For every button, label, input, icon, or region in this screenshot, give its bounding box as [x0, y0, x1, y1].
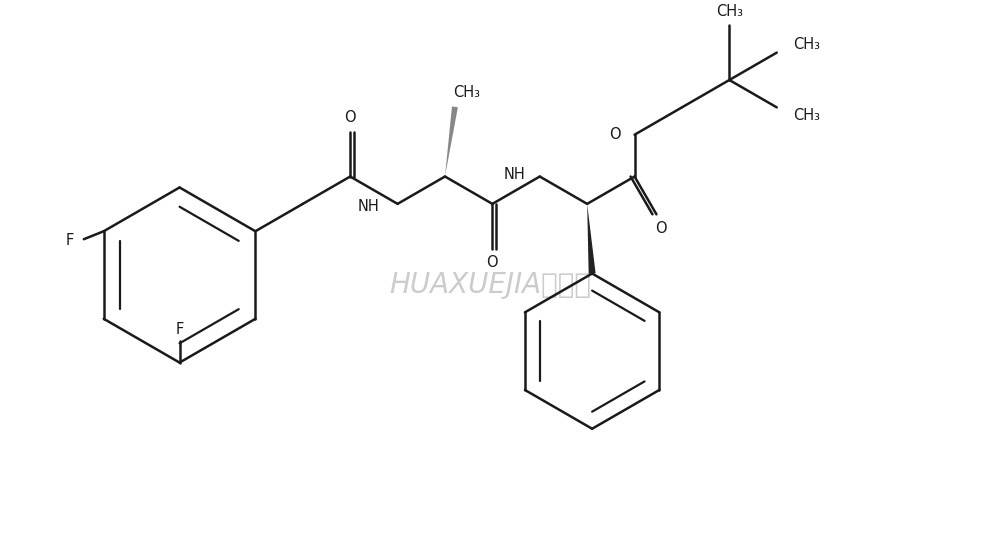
- Text: CH₃: CH₃: [793, 37, 819, 52]
- Text: O: O: [609, 127, 620, 142]
- Text: O: O: [656, 221, 668, 236]
- Text: CH₃: CH₃: [716, 4, 742, 19]
- Text: NH: NH: [358, 199, 380, 213]
- Text: O: O: [486, 255, 498, 270]
- Text: F: F: [66, 233, 74, 248]
- Polygon shape: [587, 204, 596, 274]
- Text: F: F: [176, 322, 183, 337]
- Text: O: O: [344, 110, 356, 125]
- Text: NH: NH: [503, 167, 525, 182]
- Text: CH₃: CH₃: [793, 108, 819, 123]
- Polygon shape: [445, 106, 458, 176]
- Text: CH₃: CH₃: [454, 86, 480, 100]
- Text: HUAXUEJIA化学加: HUAXUEJIA化学加: [389, 271, 591, 299]
